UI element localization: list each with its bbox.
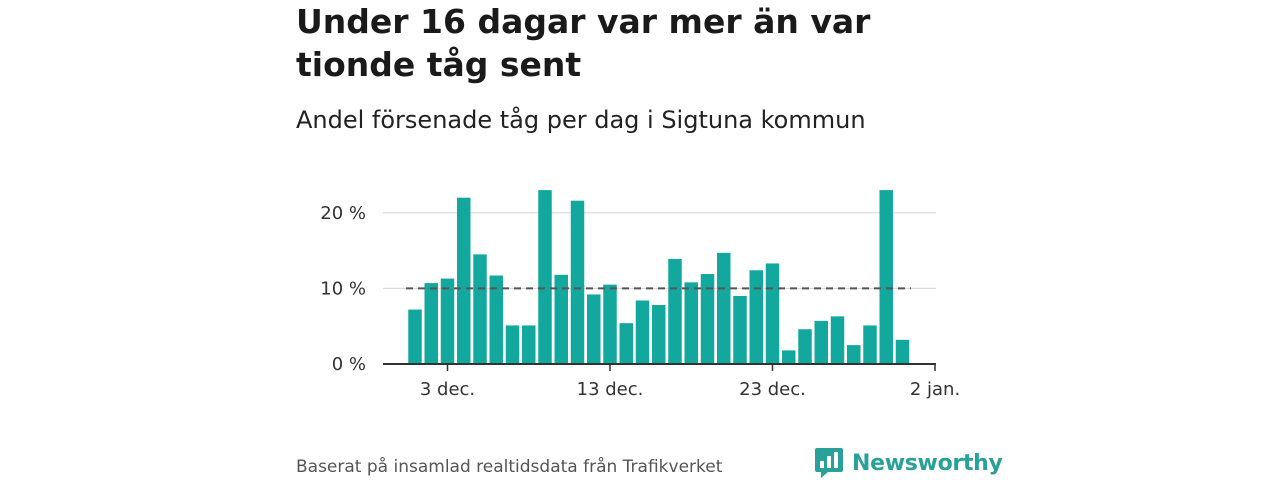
x-tick-label: 2 jan.: [910, 379, 960, 400]
source-note: Baserat på insamlad realtidsdata från Tr…: [296, 457, 723, 477]
x-tick-label: 3 dec.: [420, 379, 475, 400]
bar: [652, 305, 666, 364]
bar: [554, 274, 568, 364]
bar: [814, 320, 828, 364]
bar: [765, 263, 780, 364]
bar: [505, 325, 520, 364]
bar: [847, 345, 861, 364]
bar: [879, 190, 893, 364]
bar: [895, 339, 910, 364]
brand-name: Newsworthy: [852, 450, 1003, 476]
x-tick-label: 13 dec.: [577, 379, 644, 400]
bar: [570, 200, 585, 364]
bar: [440, 278, 455, 364]
newsworthy-logo-icon: [815, 448, 843, 478]
bar: [424, 283, 438, 364]
bar: [717, 252, 731, 364]
bar: [587, 294, 601, 364]
chart-subtitle: Andel försenade tåg per dag i Sigtuna ko…: [296, 106, 866, 134]
bar: [538, 190, 552, 364]
bar: [603, 284, 617, 364]
bar: [619, 323, 633, 364]
bar: [522, 325, 536, 364]
bar: [489, 275, 503, 364]
y-tick-label: 0 %: [332, 354, 366, 375]
bar: [782, 350, 796, 364]
bar-chart: 0 % 10 % 20 % 3 dec. 13 dec. 23 dec. 2 jan.: [320, 190, 960, 400]
bar: [473, 254, 487, 364]
bar: [700, 274, 715, 364]
bar: [684, 282, 698, 364]
bar: [733, 295, 747, 364]
bar: [863, 325, 877, 364]
chart-title: Under 16 dagar var mer än var tionde tåg…: [296, 2, 871, 84]
x-tick-label: 23 dec.: [739, 379, 806, 400]
bars: [408, 190, 910, 364]
axes: 0 % 10 % 20 % 3 dec. 13 dec. 23 dec. 2 jan.: [320, 203, 960, 400]
bar: [668, 258, 682, 364]
y-tick-label: 20 %: [320, 203, 366, 224]
bar: [830, 316, 845, 364]
bar: [635, 300, 650, 364]
y-tick-label: 10 %: [320, 278, 366, 299]
bar: [457, 197, 471, 364]
brand-logo: Newsworthy: [814, 446, 1003, 480]
bar: [798, 329, 812, 364]
bar: [408, 309, 422, 364]
bar: [749, 270, 763, 364]
